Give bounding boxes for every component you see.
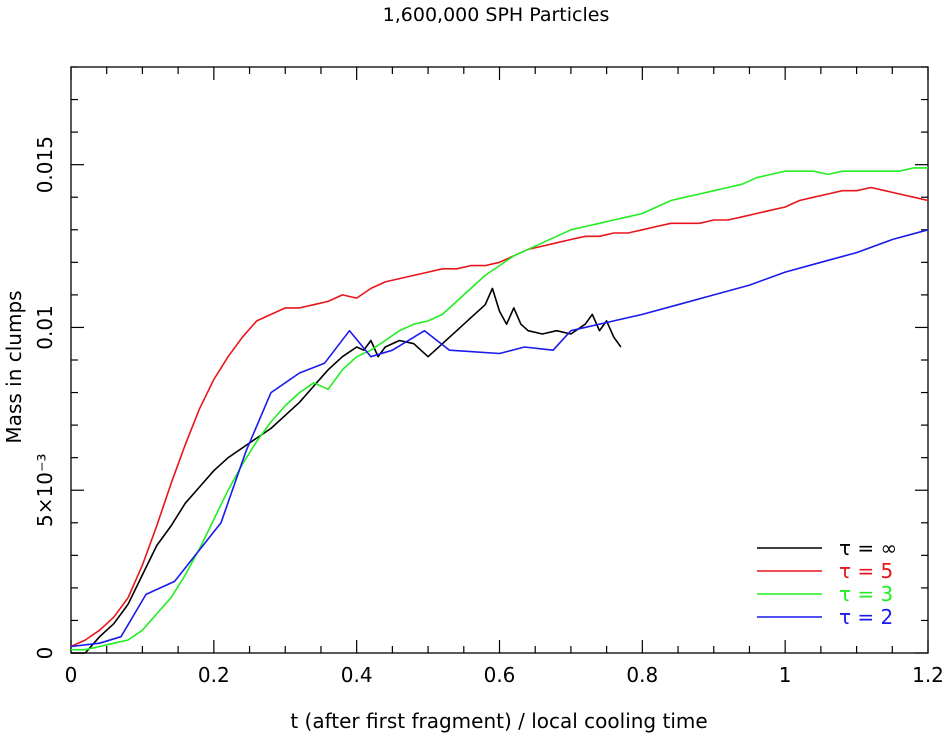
- series-line-2: [71, 167, 928, 651]
- series-lines: [70, 167, 929, 654]
- y-tick-label: 0.01: [33, 305, 57, 350]
- series-line-1: [70, 186, 929, 648]
- y-axis-ticks: [71, 66, 928, 654]
- y-tick-label: 0: [33, 647, 57, 660]
- x-tick-label: 0.8: [626, 663, 658, 687]
- x-axis-ticks: [70, 67, 929, 653]
- x-tick-label: 0.4: [341, 663, 373, 687]
- x-tick-label: 1.2: [912, 663, 944, 687]
- x-tick-label: 0: [65, 663, 78, 687]
- x-tick-label: 0.2: [198, 663, 230, 687]
- x-tick-label: 1: [779, 663, 792, 687]
- x-axis-label: t (after first fragment) / local cooling…: [290, 709, 707, 733]
- legend: τ = ∞τ = 5τ = 3τ = 2: [757, 536, 897, 629]
- series-line-3: [70, 229, 929, 648]
- chart-title: 1,600,000 SPH Particles: [383, 4, 610, 26]
- plot-frame: [70, 66, 929, 654]
- legend-label: τ = ∞: [839, 536, 897, 560]
- y-tick-label: 5×10⁻³: [33, 453, 57, 527]
- legend-label: τ = 5: [839, 559, 893, 583]
- y-axis-label: Mass in clumps: [2, 290, 26, 443]
- legend-label: τ = 3: [839, 582, 893, 606]
- x-tick-label: 0.6: [484, 663, 516, 687]
- x-axis-tick-labels: 0 0.2 0.4 0.6 0.8 1 1.2: [65, 663, 944, 687]
- series-line-0: [71, 287, 622, 654]
- legend-label: τ = 2: [839, 605, 893, 629]
- y-tick-label: 0.015: [33, 136, 57, 193]
- y-axis-tick-labels: 0 5×10⁻³ 0.01 0.015: [33, 136, 57, 659]
